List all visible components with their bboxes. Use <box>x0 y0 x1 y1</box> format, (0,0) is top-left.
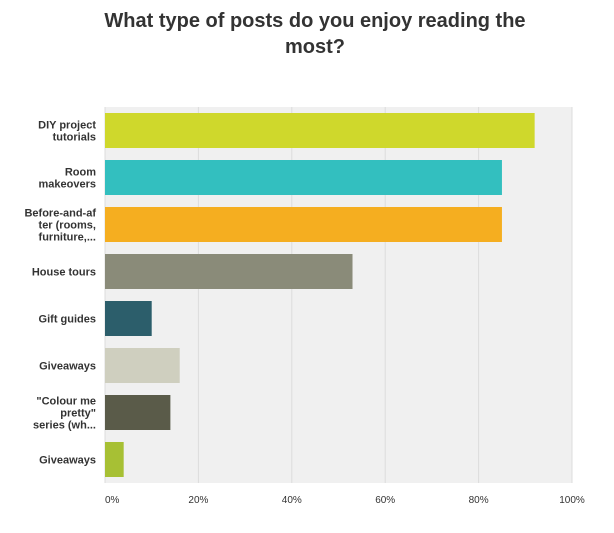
bar <box>105 442 124 477</box>
bar <box>105 301 152 336</box>
bar <box>105 113 535 148</box>
x-tick-label: 20% <box>188 495 208 506</box>
category-label: House tours <box>32 267 96 279</box>
category-label: Before-and-af ter (rooms, furniture,... <box>24 208 96 244</box>
bar <box>105 395 171 430</box>
category-labels: DIY project tutorials Room makeovers Before-… <box>24 120 96 467</box>
x-tick-label: 100% <box>559 495 585 506</box>
category-label: DIY project tutorials <box>38 120 96 144</box>
x-axis-ticks: 0% 20% 40% 60% 80% 100% <box>105 495 585 506</box>
bar <box>105 207 502 242</box>
x-tick-label: 0% <box>105 495 120 506</box>
category-label: Giveaways <box>39 455 96 467</box>
bar <box>105 348 180 383</box>
category-label: Room makeovers <box>39 167 97 191</box>
category-label: Gift guides <box>39 314 96 326</box>
category-label: Giveaways <box>39 361 96 373</box>
x-tick-label: 60% <box>375 495 395 506</box>
bar <box>105 160 502 195</box>
x-tick-label: 40% <box>282 495 302 506</box>
bars <box>105 113 535 477</box>
x-tick-label: 80% <box>469 495 489 506</box>
category-label: "Colour me pretty" series (wh... <box>33 396 96 432</box>
bar <box>105 254 353 289</box>
chart-title: What type of posts do you enjoy reading … <box>104 10 526 58</box>
